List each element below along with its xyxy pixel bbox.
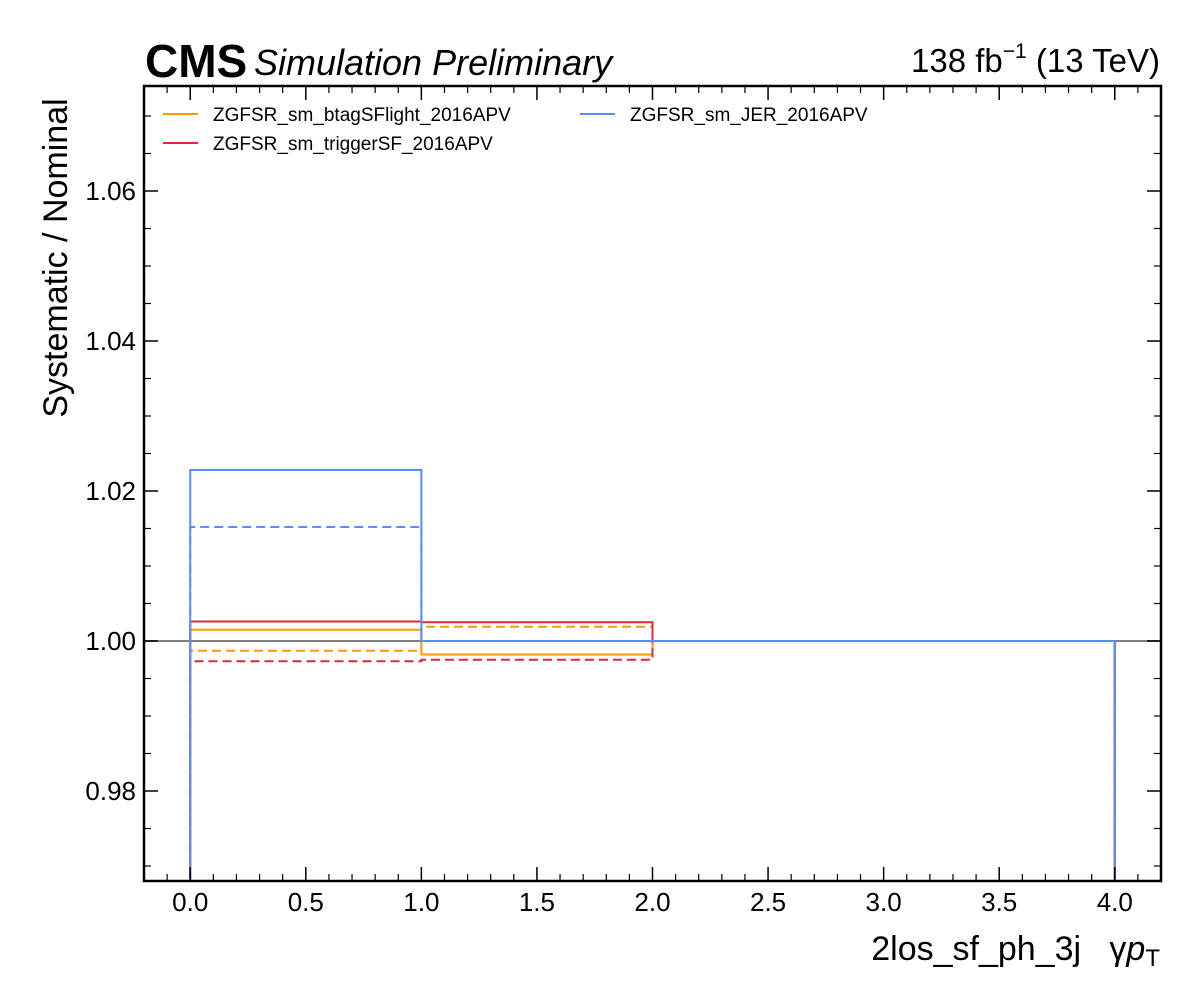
x-tick-label: 3.5 [981,887,1017,917]
x-tick-label: 0.5 [288,887,324,917]
legend: ZGFSR_sm_btagSFlight_2016APV ZGFSR_sm_tri… [163,105,868,155]
y-axis-title: Systematic / Nominal [37,98,75,417]
series-down-line [189,640,1116,881]
x-axis-title-gap [1081,930,1109,968]
series-up-line [189,469,1116,881]
x-tick-label: 1.0 [403,887,439,917]
x-tick-label: 0.0 [172,887,208,917]
x-axis-title-gamma: γ [1109,930,1126,968]
legend-label: ZGFSR_sm_JER_2016APV [630,105,868,126]
y-tick-label: 1.04 [85,326,136,356]
cms-label: CMS [145,35,247,87]
series-down-line [189,625,1116,881]
x-axis-title-sub: T [1145,945,1160,972]
lumi-energy: (13 TeV) [1027,42,1160,79]
x-axis-title-p: p [1125,930,1145,968]
y-ticks: 0.98 1.00 1.02 1.04 1.06 [85,115,1161,867]
y-tick-label: 0.98 [85,776,136,806]
lumi-value: 138 fb [911,42,1003,79]
x-axis-title: 2los_sf_ph_3j γpT [871,930,1160,972]
series-down-line [189,526,1116,881]
x-axis-title-main: 2los_sf_ph_3j [871,930,1081,968]
y-tick-label: 1.00 [85,626,136,656]
x-tick-label: 2.5 [750,887,786,917]
cms-subtitle: Simulation Preliminary [254,42,614,83]
y-tick-label: 1.06 [85,176,136,206]
y-tick-label: 1.02 [85,476,136,506]
legend-label: ZGFSR_sm_triggerSF_2016APV [213,134,493,155]
x-tick-label: 4.0 [1097,887,1133,917]
lumi-exponent: −1 [1003,40,1027,63]
x-ticks: 0.0 0.5 1.0 1.5 2.0 2.5 3.0 3.5 4.0 [166,86,1139,917]
legend-label: ZGFSR_sm_btagSFlight_2016APV [213,105,511,126]
series-up-line [189,628,1116,881]
plot-lines [144,469,1161,881]
plot-frame [142,84,1163,883]
lumi-label: 138 fb−1 (13 TeV) [911,40,1160,79]
x-tick-label: 3.0 [866,887,902,917]
x-tick-label: 2.0 [634,887,670,917]
x-tick-label: 1.5 [519,887,555,917]
